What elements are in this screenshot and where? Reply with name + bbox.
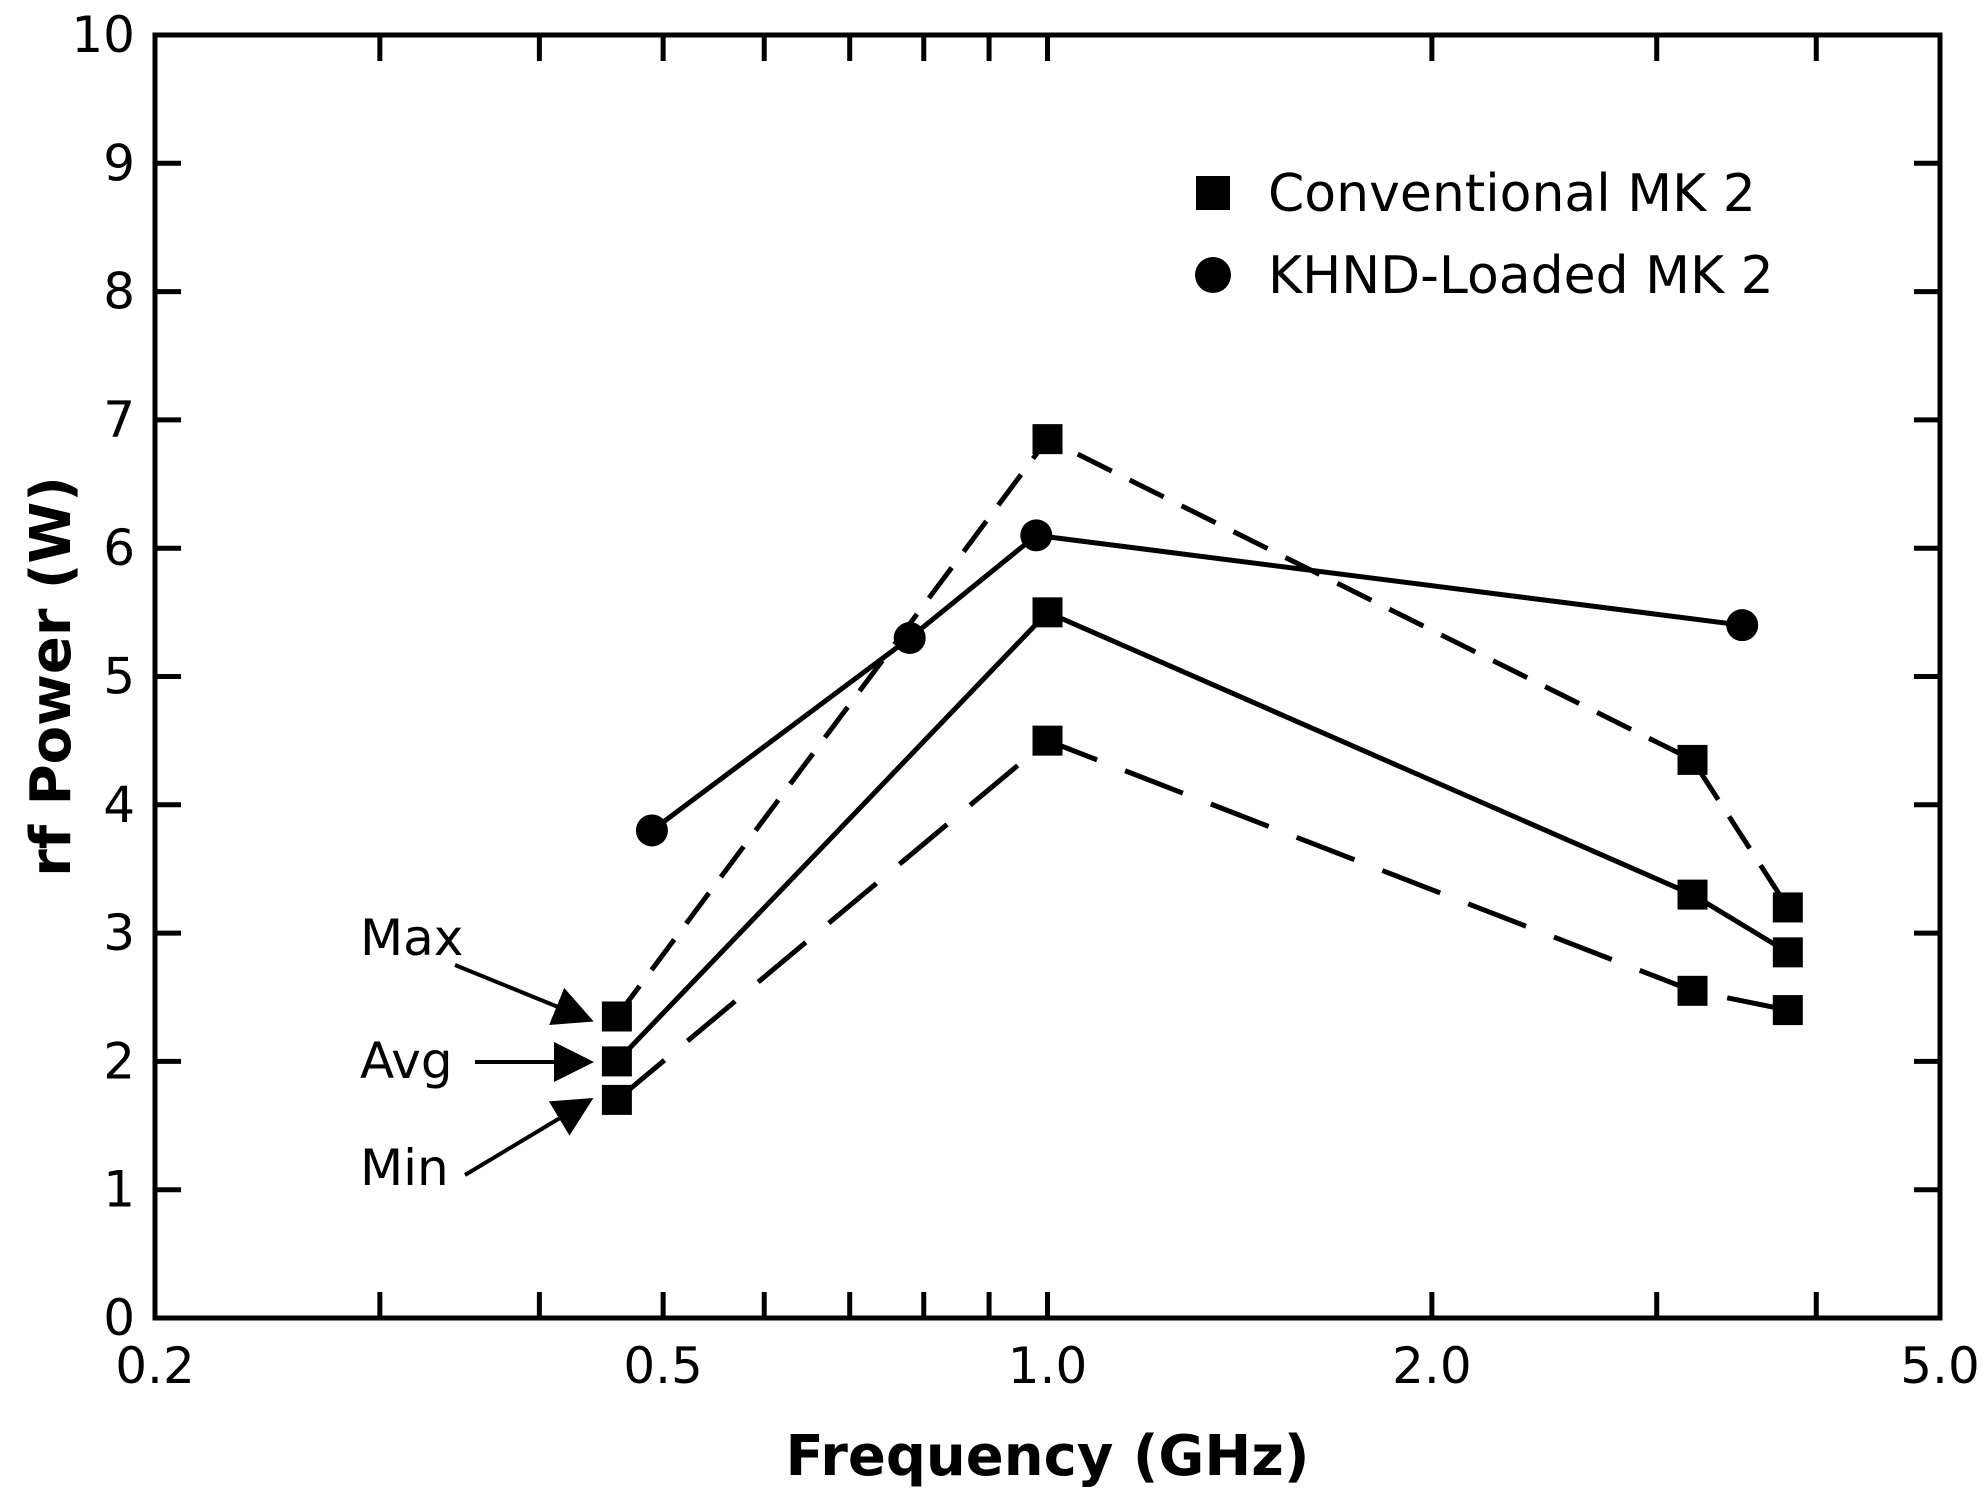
data-point-square: [1772, 892, 1803, 923]
y-tick-label: 2: [103, 1032, 135, 1090]
annotation-min-arrow: [463, 1097, 594, 1177]
y-axis-title: rf Power (W): [19, 476, 84, 877]
data-point-square: [1032, 725, 1063, 756]
y-axis: 0 1 2 3 4 5 6 7 8 9 10: [71, 6, 1940, 1347]
legend-circle-marker: [1195, 257, 1231, 293]
data-point-square: [1677, 744, 1708, 775]
y-tick-label: 6: [103, 519, 135, 577]
y-tick-label: 10: [71, 6, 135, 64]
data-point-circle: [893, 622, 926, 655]
series-layer: [601, 424, 1803, 1115]
series-line-0: [614, 435, 1790, 1018]
data-point-square: [601, 1084, 632, 1115]
y-tick-label: 4: [103, 776, 135, 834]
legend: Conventional MK 2 KHND-Loaded MK 2: [1195, 164, 1774, 306]
legend-label: Conventional MK 2: [1268, 164, 1756, 224]
data-point-circle: [1020, 519, 1053, 552]
y-tick-label: 1: [103, 1161, 135, 1219]
annotation-avg-label: Avg: [360, 1032, 453, 1090]
data-point-square: [1032, 424, 1063, 455]
x-tick-label: 0.5: [623, 1337, 703, 1395]
series-line-1: [615, 609, 1790, 1064]
x-tick-label: 5.0: [1900, 1337, 1980, 1395]
data-point-square: [601, 1046, 632, 1077]
y-tick-label: 8: [103, 263, 135, 321]
data-point-square: [1772, 937, 1803, 968]
data-point-square: [1032, 597, 1063, 628]
x-tick-label: 1.0: [1008, 1337, 1088, 1395]
y-tick-label: 7: [103, 391, 135, 449]
annotations: Max Avg Min: [360, 909, 594, 1197]
series-line-2: [615, 737, 1789, 1102]
legend-square-marker: [1196, 176, 1230, 210]
x-tick-label: 0.2: [115, 1337, 195, 1395]
series-line-3: [650, 532, 1743, 833]
data-point-square: [601, 1001, 632, 1032]
data-point-square: [1677, 975, 1708, 1006]
y-tick-label: 0: [103, 1289, 135, 1347]
y-tick-label: 9: [103, 134, 135, 192]
y-tick-label: 3: [103, 904, 135, 962]
annotation-max-arrow: [454, 963, 594, 1025]
annotation-min-label: Min: [360, 1139, 449, 1197]
x-tick-label: 2.0: [1392, 1337, 1472, 1395]
data-point-square: [1677, 879, 1708, 910]
annotation-max-label: Max: [360, 909, 463, 967]
legend-label: KHND-Loaded MK 2: [1268, 246, 1774, 306]
plot-border: [152, 32, 1943, 1321]
plot-area: [152, 32, 1943, 1321]
x-axis: 0.2 0.5 1.0 2.0 5.0: [115, 35, 1980, 1395]
data-point-circle: [1726, 609, 1759, 642]
data-point-circle: [635, 814, 668, 847]
y-tick-label: 5: [103, 648, 135, 706]
data-point-square: [1772, 995, 1803, 1026]
x-axis-title: Frequency (GHz): [786, 1424, 1310, 1489]
